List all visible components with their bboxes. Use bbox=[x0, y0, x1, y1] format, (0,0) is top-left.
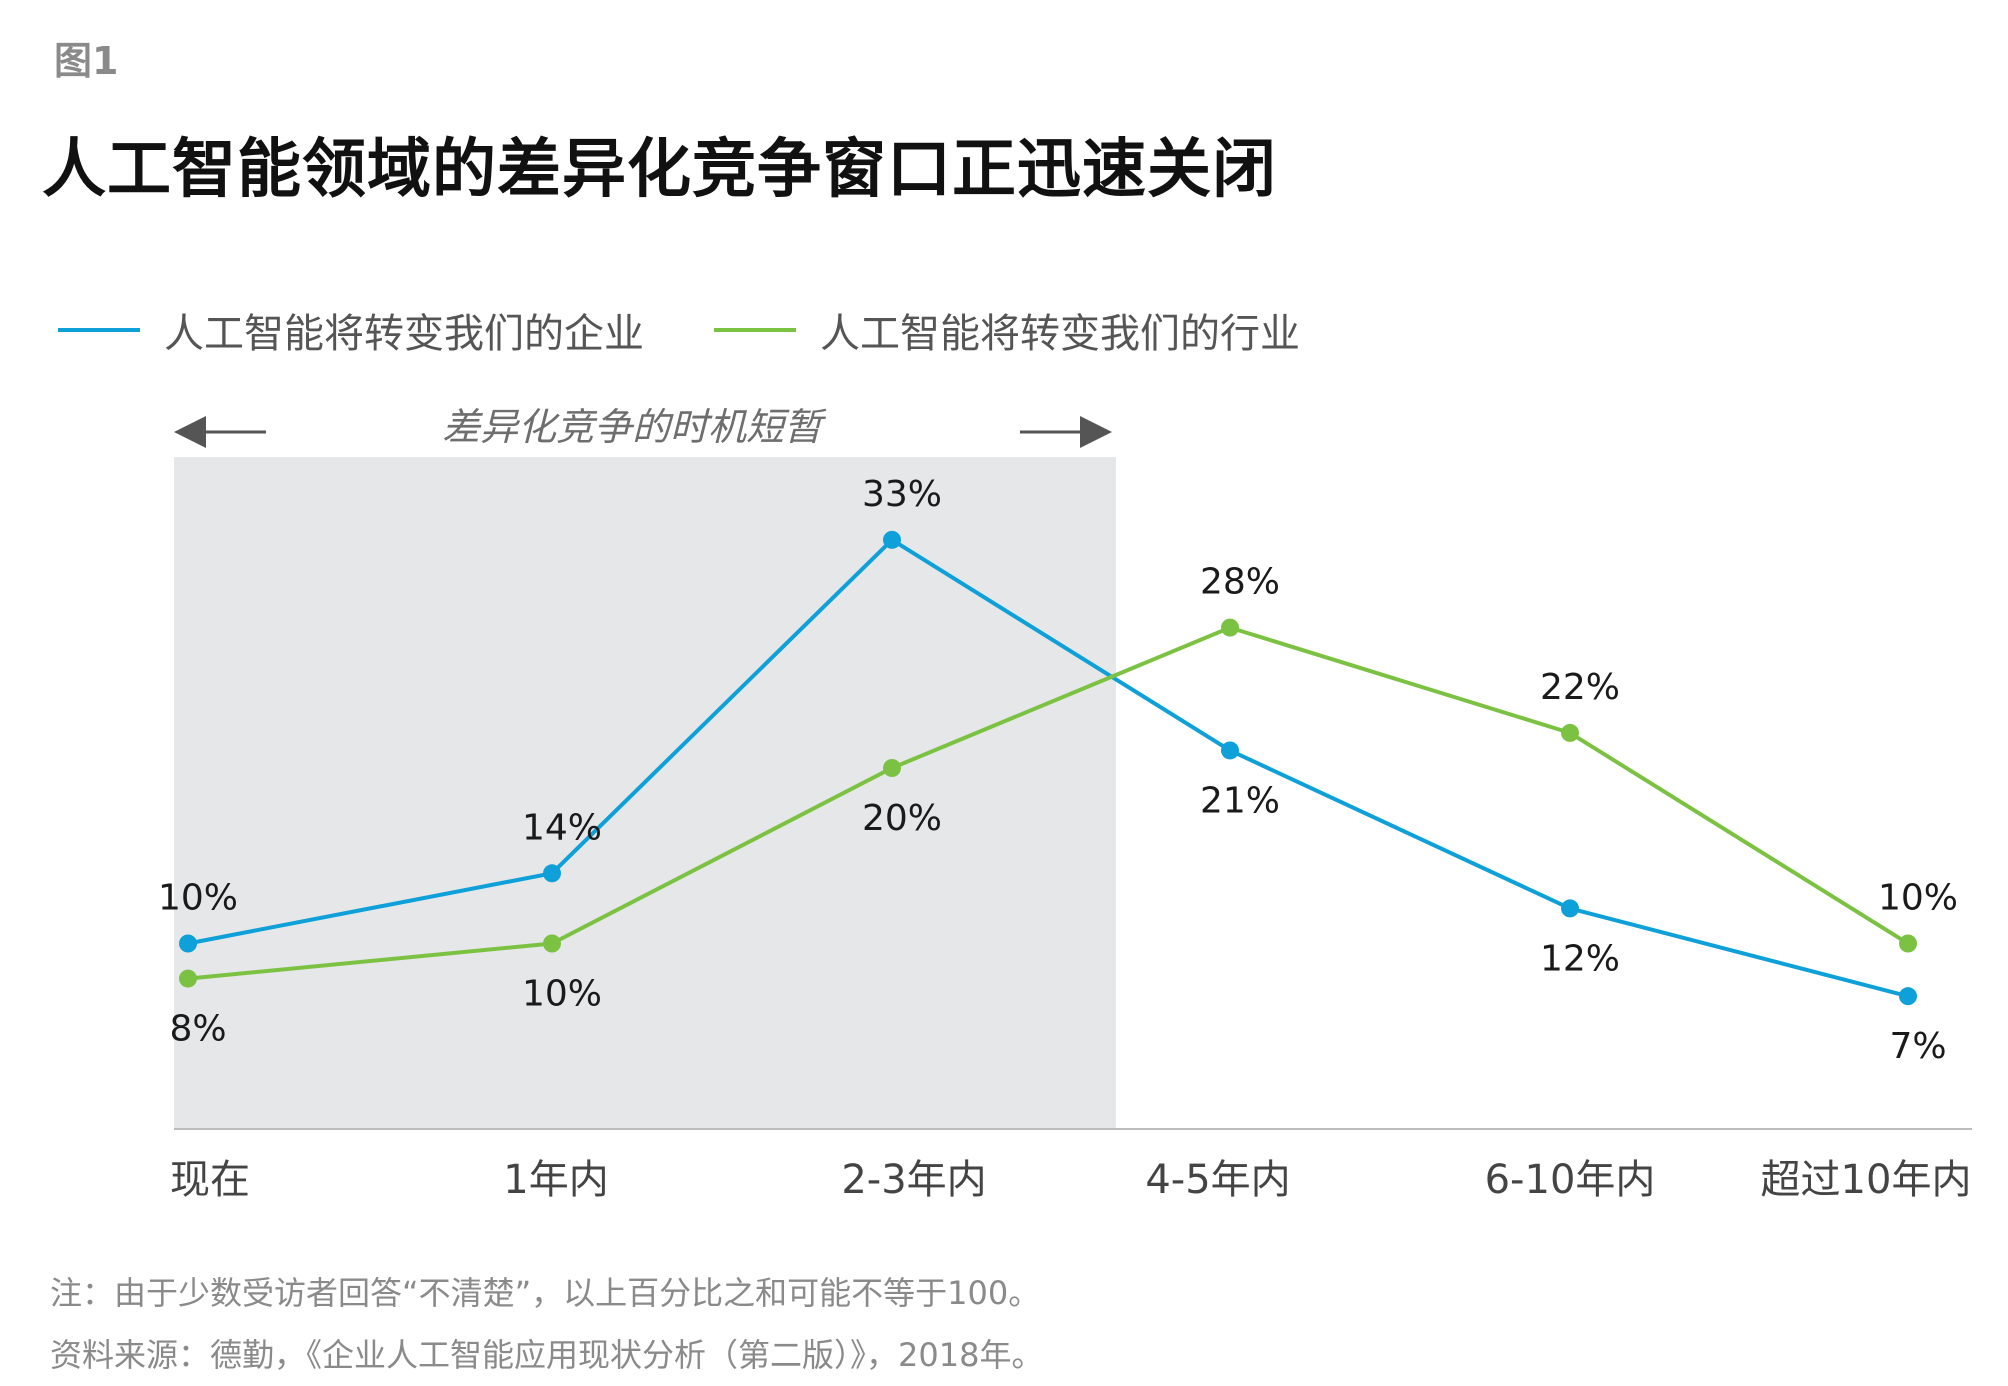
line-chart: 差异化竞争的时机短暂 10% 14% 33% 21% 12% 7% 8% 10% 20% 28% 2… bbox=[0, 400, 2008, 1220]
data-point bbox=[883, 759, 901, 777]
series-line bbox=[187, 537, 1909, 999]
highlight-label: 差异化竞争的时机短暂 bbox=[442, 405, 827, 449]
x-tick-label: 6-10年内 bbox=[1485, 1157, 1656, 1203]
highlight-region bbox=[174, 457, 1116, 1129]
data-label: 14% bbox=[522, 807, 602, 848]
data-point bbox=[1561, 723, 1579, 742]
series-0: 10% 14% 33% 21% 12% 7% bbox=[158, 474, 1947, 1067]
chart-svg: 差异化竞争的时机短暂 10% 14% 33% 21% 12% 7% 8% 10% 20% 28% 2… bbox=[158, 405, 1972, 1203]
plot-layer: 10% 14% 33% 21% 12% 7% 8% 10% 20% 28% 22% 10% bbox=[158, 474, 1958, 1067]
series-line bbox=[187, 625, 1910, 981]
legend-swatch-enterprise bbox=[58, 328, 140, 332]
data-label: 33% bbox=[862, 474, 942, 515]
legend-label-industry: 人工智能将转变我们的行业 bbox=[820, 311, 1300, 357]
data-label: 10% bbox=[158, 878, 238, 919]
data-label: 12% bbox=[1540, 938, 1620, 979]
data-point bbox=[1221, 741, 1239, 760]
legend-item-enterprise: 人工智能将转变我们的企业 bbox=[58, 301, 644, 359]
legend-label-enterprise: 人工智能将转变我们的企业 bbox=[164, 311, 644, 357]
left-arrow bbox=[174, 416, 266, 448]
data-label: 20% bbox=[862, 798, 942, 839]
data-label: 10% bbox=[1878, 878, 1958, 919]
data-point bbox=[543, 934, 561, 953]
data-point bbox=[179, 969, 197, 988]
data-point bbox=[179, 934, 197, 953]
source-text: 资料来源：德勤，《企业人工智能应用现状分析（第二版）》，2018年。 bbox=[50, 1336, 1044, 1374]
data-point bbox=[1221, 618, 1239, 637]
figure-label: 图1 bbox=[54, 39, 119, 83]
data-label: 10% bbox=[522, 974, 602, 1015]
right-arrow bbox=[1020, 416, 1112, 448]
data-point bbox=[543, 864, 561, 883]
data-label: 28% bbox=[1200, 562, 1280, 603]
data-point bbox=[883, 530, 901, 549]
chart-title: 人工智能领域的差异化竞争窗口正迅速关闭 bbox=[42, 133, 1277, 207]
x-tick-label: 超过10年内 bbox=[1761, 1157, 1972, 1203]
x-tick-label: 现在 bbox=[170, 1157, 250, 1203]
legend-swatch-industry bbox=[714, 328, 796, 332]
chart-legend: 人工智能将转变我们的企业 人工智能将转变我们的行业 bbox=[58, 300, 1370, 360]
data-label: 21% bbox=[1200, 780, 1280, 821]
footnotes: 注：由于少数受访者回答“不清楚”，以上百分比之和可能不等于100。 资料来源：德… bbox=[50, 1262, 1043, 1386]
data-point bbox=[1899, 934, 1917, 953]
legend-item-industry: 人工智能将转变我们的行业 bbox=[714, 301, 1300, 359]
note-text: 注：由于少数受访者回答“不清楚”，以上百分比之和可能不等于100。 bbox=[50, 1274, 1041, 1312]
x-tick-label: 1年内 bbox=[503, 1157, 608, 1203]
data-point bbox=[1561, 899, 1579, 918]
data-label: 22% bbox=[1540, 667, 1620, 708]
x-tick-label: 4-5年内 bbox=[1145, 1157, 1290, 1203]
data-label: 8% bbox=[169, 1009, 226, 1050]
series-1: 8% 10% 20% 28% 22% 10% bbox=[169, 562, 1958, 1050]
data-label: 7% bbox=[1889, 1026, 1946, 1067]
x-axis: 现在 1年内 2-3年内 4-5年内 6-10年内 超过10年内 bbox=[170, 1157, 1971, 1203]
data-point bbox=[1899, 987, 1917, 1006]
x-tick-label: 2-3年内 bbox=[841, 1157, 986, 1203]
